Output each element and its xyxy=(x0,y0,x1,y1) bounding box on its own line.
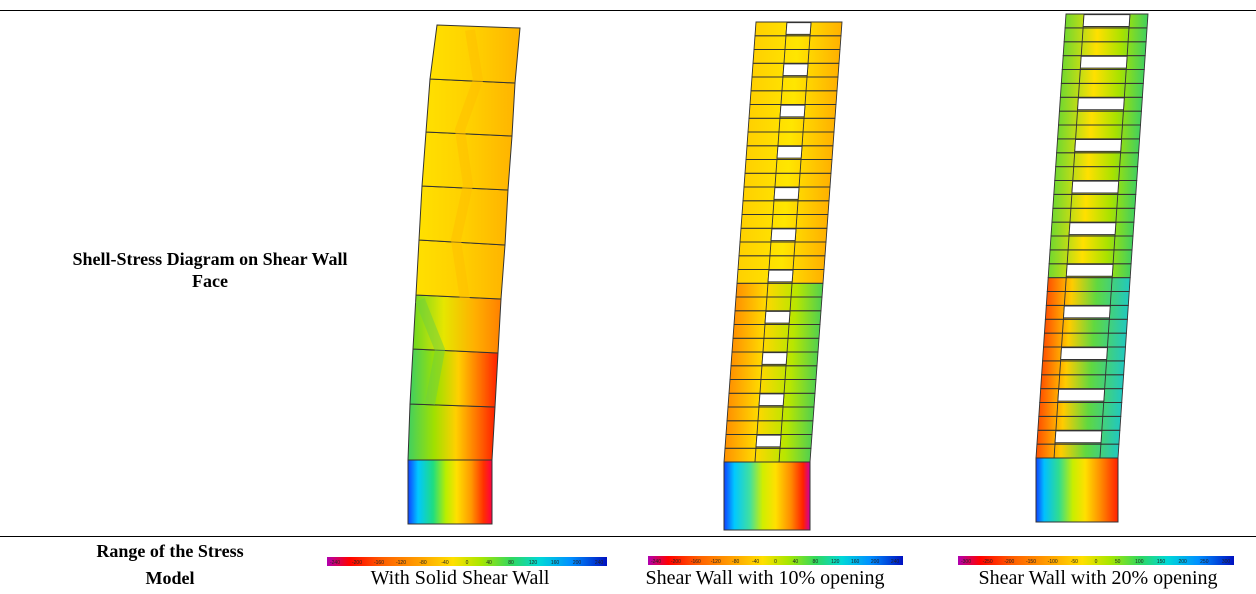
row-label-stress-range: Range of the Stress xyxy=(96,541,244,561)
legend-tick-label: 80 xyxy=(813,559,819,565)
legend-tick-label: -40 xyxy=(441,560,448,566)
legend-tick-label: -120 xyxy=(711,559,721,565)
legend-tick-label: -40 xyxy=(752,559,759,565)
wall-10pct-opening-stress-diagram xyxy=(723,21,843,531)
legend-tick-label: 200 xyxy=(573,560,582,566)
stress-range-legend-20pct: -300 -250 -200 -150 -100 -50 0 50 100 150 200 250 30… xyxy=(958,556,1234,565)
legend-tick-label: 240 xyxy=(891,559,900,565)
model-name-20pct: Shear Wall with 20% opening xyxy=(978,567,1218,589)
legend-tick-label: 0 xyxy=(1095,559,1098,565)
legend-tick-label: -80 xyxy=(419,560,426,566)
stress-range-legend-10pct: -240 -200 -160 -120 -80 -40 0 40 80 120 160 200 240 xyxy=(648,556,903,565)
legend-tick-label: 160 xyxy=(851,559,860,565)
legend-tick-label: -300 xyxy=(961,559,971,565)
legend-tick-label: 300 xyxy=(1222,559,1231,565)
legend-tick-label: 150 xyxy=(1157,559,1166,565)
model-name-solid: With Solid Shear Wall xyxy=(370,567,550,589)
table-separator-rule xyxy=(0,536,1256,537)
legend-tick-label: 120 xyxy=(529,560,538,566)
legend-tick-label: -120 xyxy=(396,560,406,566)
legend-tick-label: 200 xyxy=(1178,559,1187,565)
legend-tick-label: -150 xyxy=(1026,559,1036,565)
solid-wall-stress-diagram xyxy=(407,24,521,525)
legend-tick-label: -240 xyxy=(651,559,661,565)
stress-range-legend-solid: -240 -200 -160 -120 -80 -40 0 40 80 120 160 200 240 xyxy=(327,557,607,566)
legend-tick-label: 80 xyxy=(508,560,514,566)
legend-tick-label: 250 xyxy=(1200,559,1209,565)
row-label-model: Model xyxy=(145,568,195,588)
legend-tick-label: 50 xyxy=(1115,559,1121,565)
legend-tick-label: 200 xyxy=(871,559,880,565)
legend-tick-label: 100 xyxy=(1135,559,1144,565)
legend-tick-label: -240 xyxy=(330,560,340,566)
model-name-10pct: Shear Wall with 10% opening xyxy=(645,567,885,589)
wall-20pct-opening-stress-diagram xyxy=(1035,13,1149,523)
legend-tick-label: 40 xyxy=(486,560,492,566)
legend-tick-label: -160 xyxy=(374,560,384,566)
legend-tick-label: -200 xyxy=(671,559,681,565)
legend-tick-label: 40 xyxy=(793,559,799,565)
legend-tick-label: 160 xyxy=(551,560,560,566)
legend-tick-label: -250 xyxy=(983,559,993,565)
legend-tick-label: -200 xyxy=(352,560,362,566)
table-top-rule xyxy=(0,10,1256,11)
legend-tick-label: 0 xyxy=(466,560,469,566)
legend-tick-label: -80 xyxy=(732,559,739,565)
legend-tick-label: 240 xyxy=(595,560,604,566)
legend-tick-label: 0 xyxy=(774,559,777,565)
legend-tick-label: -100 xyxy=(1048,559,1058,565)
legend-tick-label: -50 xyxy=(1071,559,1078,565)
legend-tick-label: 120 xyxy=(831,559,840,565)
legend-tick-label: -200 xyxy=(1004,559,1014,565)
row-label-shell-stress: Shell-Stress Diagram on Shear Wall Face xyxy=(72,249,348,291)
legend-tick-label: -160 xyxy=(691,559,701,565)
